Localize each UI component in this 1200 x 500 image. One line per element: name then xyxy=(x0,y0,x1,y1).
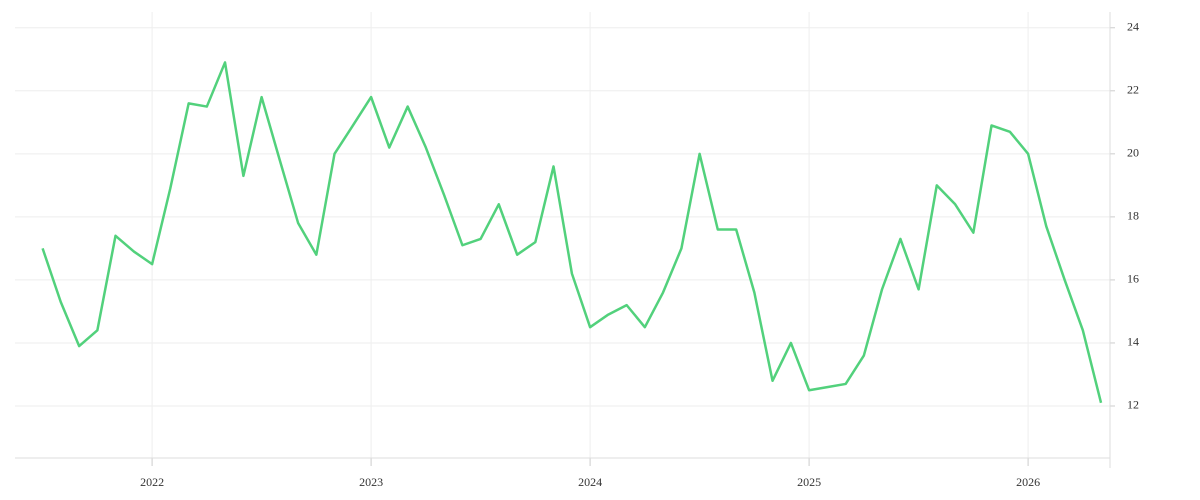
line xyxy=(41,61,1103,404)
x-tick-label: 2024 xyxy=(578,475,602,489)
y-tick-label: 24 xyxy=(1127,20,1139,34)
x-tick-label: 2026 xyxy=(1016,475,1040,489)
x-tick-label: 2022 xyxy=(140,475,164,489)
y-tick-label: 14 xyxy=(1127,335,1139,349)
y-tick-label: 20 xyxy=(1127,146,1139,160)
x-tick-label: 2025 xyxy=(797,475,821,489)
y-tick-label: 18 xyxy=(1127,209,1139,223)
x-tick-label: 2023 xyxy=(359,475,383,489)
y-tick-label: 16 xyxy=(1127,272,1139,286)
y-tick-label: 12 xyxy=(1127,398,1139,412)
y-tick-label: 22 xyxy=(1127,83,1139,97)
